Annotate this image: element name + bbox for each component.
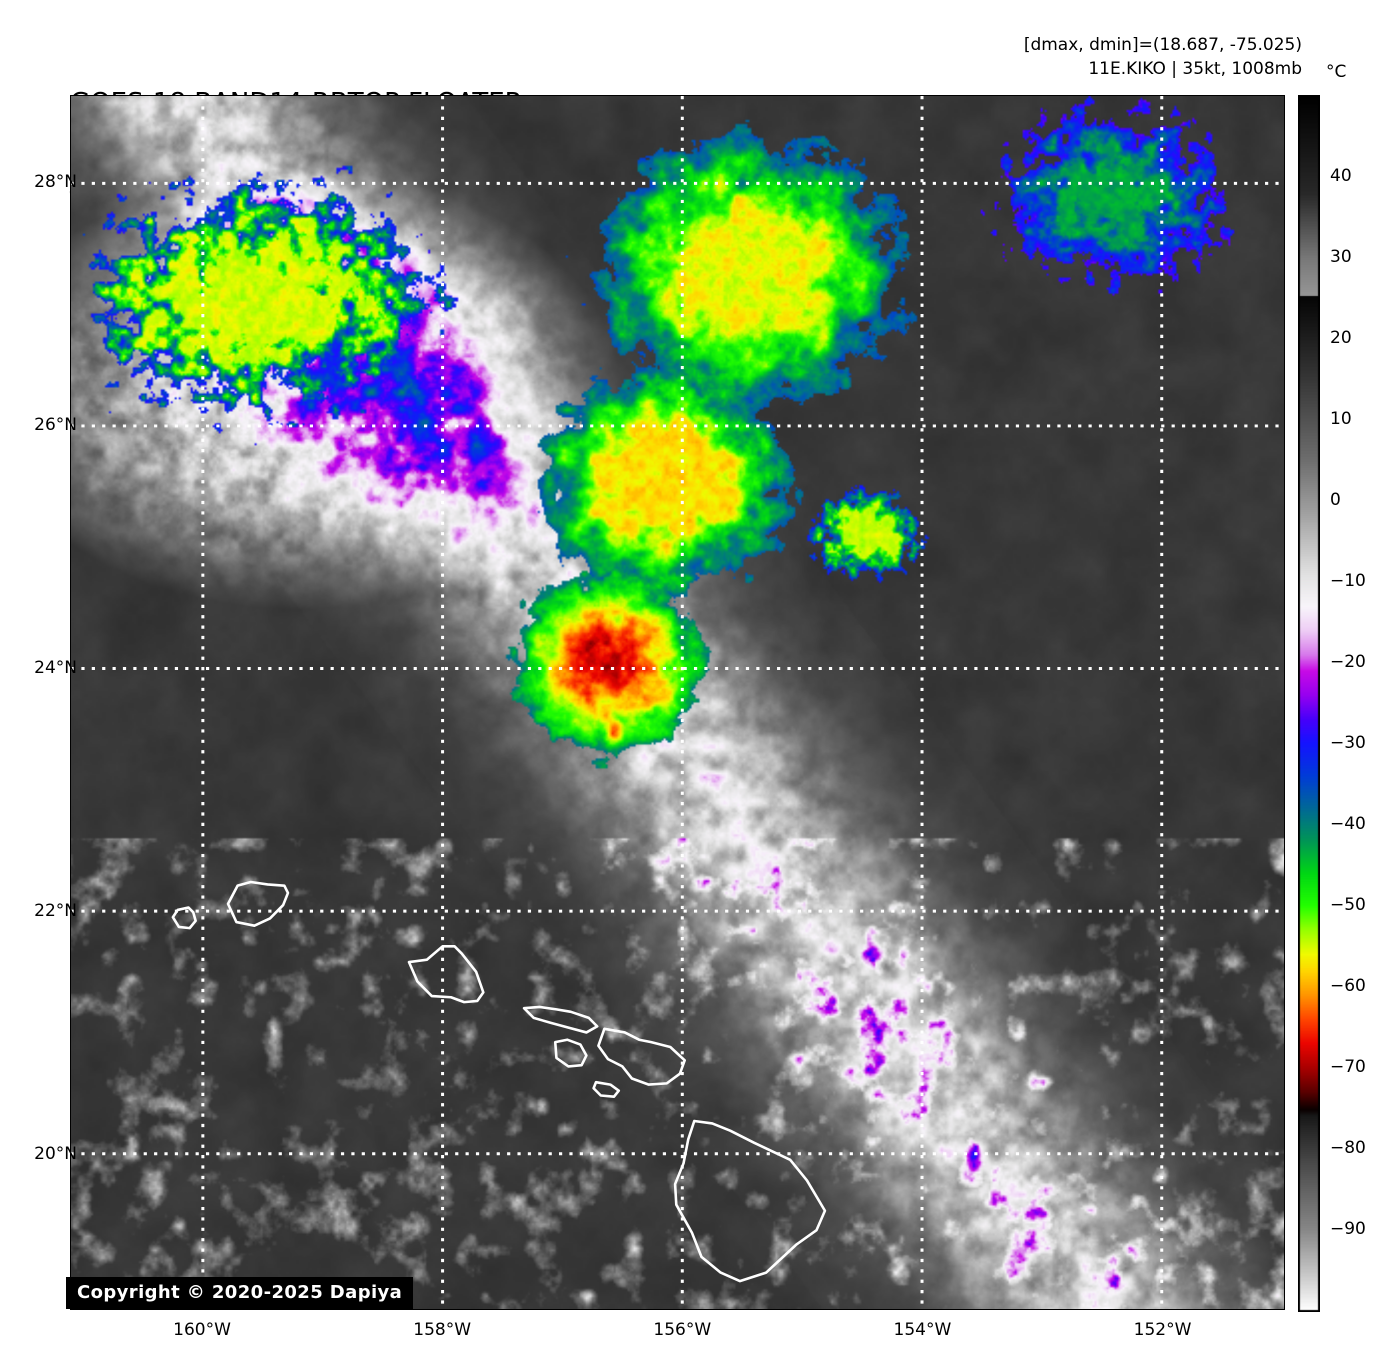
colorbar-tick-label: 20 bbox=[1330, 328, 1352, 348]
copyright-banner: Copyright © 2020-2025 Dapiya bbox=[66, 1277, 414, 1309]
island-outline-hawaii bbox=[673, 1119, 827, 1283]
colorbar-tick-label: −80 bbox=[1330, 1138, 1366, 1158]
storm-info-readout: 11E.KIKO | 35kt, 1008mb bbox=[1088, 59, 1302, 80]
colorbar-tick-label: 0 bbox=[1330, 490, 1341, 510]
satellite-imagery-canvas bbox=[71, 96, 1284, 1309]
colorbar-tick-label: −30 bbox=[1330, 733, 1366, 753]
lat-tick-label: 22°N bbox=[34, 901, 77, 922]
colorbar-gradient bbox=[1298, 95, 1320, 1312]
lon-tick-label: 152°W bbox=[1133, 1320, 1192, 1340]
satellite-image-plot[interactable] bbox=[70, 95, 1285, 1310]
lon-tick-label: 158°W bbox=[413, 1320, 472, 1340]
colorbar-unit-label: °C bbox=[1326, 62, 1347, 82]
lon-tick-label: 156°W bbox=[653, 1320, 712, 1340]
lat-tick-label: 24°N bbox=[34, 658, 77, 679]
lon-tick-label: 154°W bbox=[893, 1320, 952, 1340]
island-outline-niihau bbox=[171, 906, 197, 930]
colorbar[interactable] bbox=[1298, 95, 1321, 1312]
dmax-dmin-readout: [dmax, dmin]=(18.687, -75.025) bbox=[1023, 35, 1302, 55]
header-metadata: [dmax, dmin]=(18.687, -75.025) 11E.KIKO … bbox=[1024, 33, 1302, 81]
island-outline-kahoolawe bbox=[592, 1080, 621, 1099]
map-overlay bbox=[71, 96, 1284, 1309]
island-outline-oahu bbox=[407, 945, 485, 1004]
colorbar-tick-label: 40 bbox=[1330, 166, 1352, 186]
lat-tick-label: 28°N bbox=[34, 172, 77, 193]
colorbar-tick-label: −40 bbox=[1330, 814, 1366, 834]
island-outline-kauai bbox=[226, 880, 290, 927]
lon-tick-label: 160°W bbox=[173, 1320, 231, 1340]
island-outline-lanai bbox=[553, 1038, 588, 1068]
colorbar-tick-label: −20 bbox=[1330, 652, 1366, 672]
colorbar-tick-label: −60 bbox=[1330, 976, 1366, 996]
colorbar-tick-label: 30 bbox=[1330, 247, 1352, 267]
island-outline-molokai bbox=[522, 1005, 599, 1034]
lat-tick-label: 26°N bbox=[34, 415, 77, 436]
colorbar-tick-label: −10 bbox=[1330, 571, 1366, 591]
colorbar-tick-label: −70 bbox=[1330, 1057, 1366, 1077]
colorbar-tick-label: 10 bbox=[1330, 409, 1352, 429]
colorbar-tick-label: −50 bbox=[1330, 895, 1366, 915]
colorbar-tick-label: −90 bbox=[1330, 1219, 1366, 1239]
lat-tick-label: 20°N bbox=[34, 1144, 77, 1165]
island-outline-maui bbox=[597, 1027, 686, 1086]
